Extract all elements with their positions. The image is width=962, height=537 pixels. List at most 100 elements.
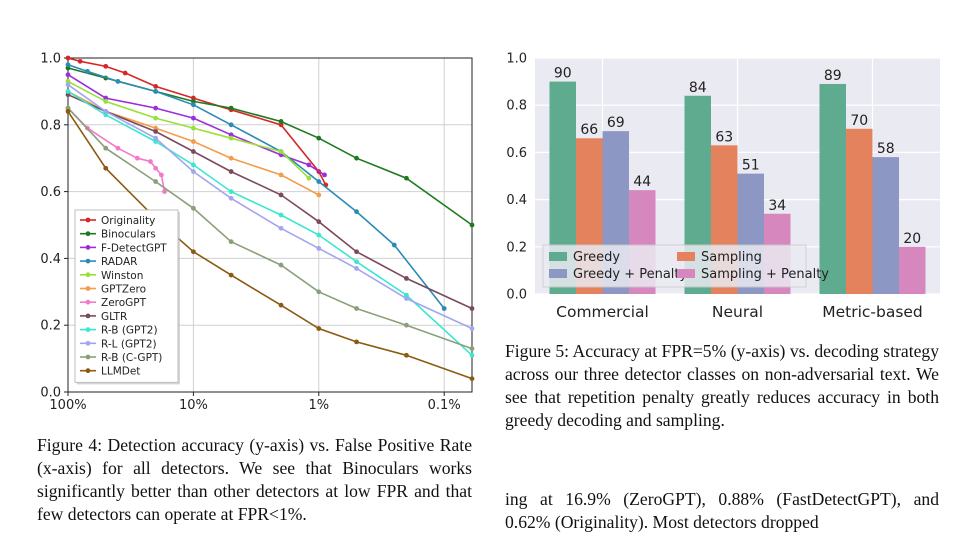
data-point (316, 232, 322, 238)
data-point (190, 149, 196, 154)
body-paragraph-text: ing at 16.9% (ZeroGPT), 0.88% (FastDetec… (505, 489, 939, 532)
legend-swatch-marker (85, 217, 91, 223)
figure-4-caption-text: Figure 4: Detection accuracy (y-axis) vs… (37, 435, 472, 524)
data-point (469, 352, 475, 358)
data-point (228, 105, 234, 111)
data-point (228, 132, 234, 138)
data-point (153, 135, 159, 141)
x-tick-label: 1% (308, 398, 329, 413)
data-point (469, 346, 475, 351)
legend-label: RADAR (101, 256, 137, 268)
bar-value-label: 58 (877, 141, 895, 157)
legend-swatch-marker (85, 327, 91, 332)
legend-swatch-marker (85, 368, 91, 374)
data-point (190, 249, 196, 255)
legend-label: Greedy (573, 250, 620, 265)
data-point (278, 225, 284, 231)
data-point (65, 62, 71, 68)
legend-label: R-B (GPT2) (101, 325, 158, 337)
y-tick-label: 1.0 (40, 52, 61, 67)
bar-value-label: 34 (768, 198, 786, 214)
data-point (278, 192, 284, 198)
data-point (190, 99, 196, 104)
data-point (354, 306, 359, 311)
legend-swatch-marker (85, 354, 91, 360)
legend-label: R-L (GPT2) (101, 338, 157, 350)
data-point (316, 219, 322, 225)
legend-label: Originality (101, 215, 155, 227)
data-point (190, 205, 196, 211)
data-point (190, 162, 196, 168)
series-line (67, 110, 473, 380)
data-point (228, 169, 234, 174)
data-point (103, 165, 109, 171)
data-point (316, 135, 322, 141)
data-point (190, 169, 196, 174)
x-tick-label: Neural (712, 303, 763, 321)
legend-label: Binoculars (101, 229, 156, 241)
data-point (153, 105, 159, 111)
data-point (228, 189, 234, 195)
data-point (354, 259, 359, 265)
data-point (65, 109, 71, 114)
legend-swatch (549, 269, 567, 278)
data-point (115, 78, 121, 84)
legend-swatch-marker (85, 299, 91, 305)
bar-value-label: 51 (742, 158, 760, 174)
y-tick-label: 0.6 (40, 185, 61, 200)
bar-value-label: 69 (607, 115, 625, 131)
data-point (158, 172, 164, 178)
data-point (190, 125, 196, 131)
data-point (190, 139, 196, 144)
data-point (190, 102, 196, 108)
data-point (228, 239, 234, 245)
data-point (228, 135, 234, 141)
data-point (354, 155, 359, 161)
data-point (103, 63, 109, 69)
data-point (228, 272, 234, 278)
data-point (404, 276, 409, 281)
data-point (404, 296, 409, 301)
data-point (316, 326, 322, 331)
legend-label: R-B (C-GPT) (101, 352, 162, 364)
legend-label: GLTR (101, 311, 127, 323)
data-point (404, 352, 409, 358)
bar-value-label: 84 (689, 80, 707, 96)
legend-label: ZeroGPT (101, 297, 147, 309)
bar (899, 246, 926, 294)
body-paragraph: ing at 16.9% (ZeroGPT), 0.88% (FastDetec… (505, 488, 939, 534)
data-point (148, 159, 153, 164)
bar-value-label: 66 (580, 122, 598, 138)
data-point (162, 189, 167, 195)
y-tick-label: 0.2 (506, 240, 527, 255)
legend-box (74, 209, 179, 383)
legend-label: Sampling (701, 250, 762, 265)
data-point (65, 55, 71, 61)
data-point (65, 89, 71, 94)
data-point (65, 92, 71, 98)
data-point (278, 212, 284, 218)
legend-swatch (549, 252, 567, 261)
legend-swatch-marker (85, 340, 91, 346)
legend-swatch-marker (85, 231, 91, 237)
series-line (67, 57, 327, 186)
data-point (316, 245, 322, 251)
data-point (190, 95, 196, 101)
x-tick-label: Metric-based (822, 303, 923, 321)
data-point (77, 58, 83, 64)
data-point (65, 65, 71, 71)
data-point (354, 209, 359, 215)
series-line (67, 84, 473, 330)
data-point (469, 222, 475, 228)
data-point (85, 68, 90, 74)
data-point (278, 119, 284, 124)
y-tick-label: 0.8 (506, 99, 527, 114)
legend-swatch-marker (85, 272, 91, 278)
legend-swatch-marker (85, 245, 91, 250)
data-point (469, 376, 475, 382)
legend-box (542, 244, 807, 288)
y-tick-label: 0.2 (40, 319, 61, 334)
bar (846, 128, 873, 294)
y-tick-label: 0.6 (506, 146, 527, 161)
figure-4-plot: 0.0 0.2 0.4 0.6 0.8 1.0 100% 10% 1% 0.1% Originali… (40, 52, 475, 413)
